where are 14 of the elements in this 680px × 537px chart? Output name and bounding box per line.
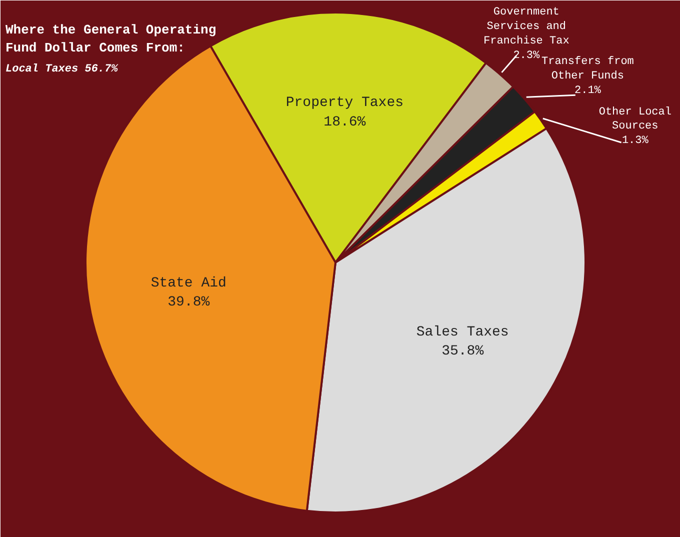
data-label: 39.8% bbox=[168, 294, 210, 311]
slice-label: Other Local Sources bbox=[598, 106, 672, 133]
slice-label: Sales Taxes bbox=[416, 324, 509, 341]
slice-label: Government Services and Franchise Tax bbox=[484, 6, 570, 48]
slice-label: State Aid bbox=[150, 275, 226, 292]
data-label: 18.6% bbox=[324, 114, 366, 130]
slice-label: Transfers from Other Funds bbox=[541, 56, 634, 83]
data-label: 1.3% bbox=[622, 135, 649, 148]
data-label: 2.1% bbox=[574, 84, 602, 97]
text: Where the General Operating Fund Dollar Comes From: bbox=[6, 22, 216, 56]
data-label: 2.3% bbox=[513, 50, 540, 62]
text: Local Taxes 56.7% bbox=[6, 64, 120, 76]
slice-label: Property Taxes bbox=[286, 95, 404, 112]
data-label: 35.8% bbox=[442, 344, 484, 360]
